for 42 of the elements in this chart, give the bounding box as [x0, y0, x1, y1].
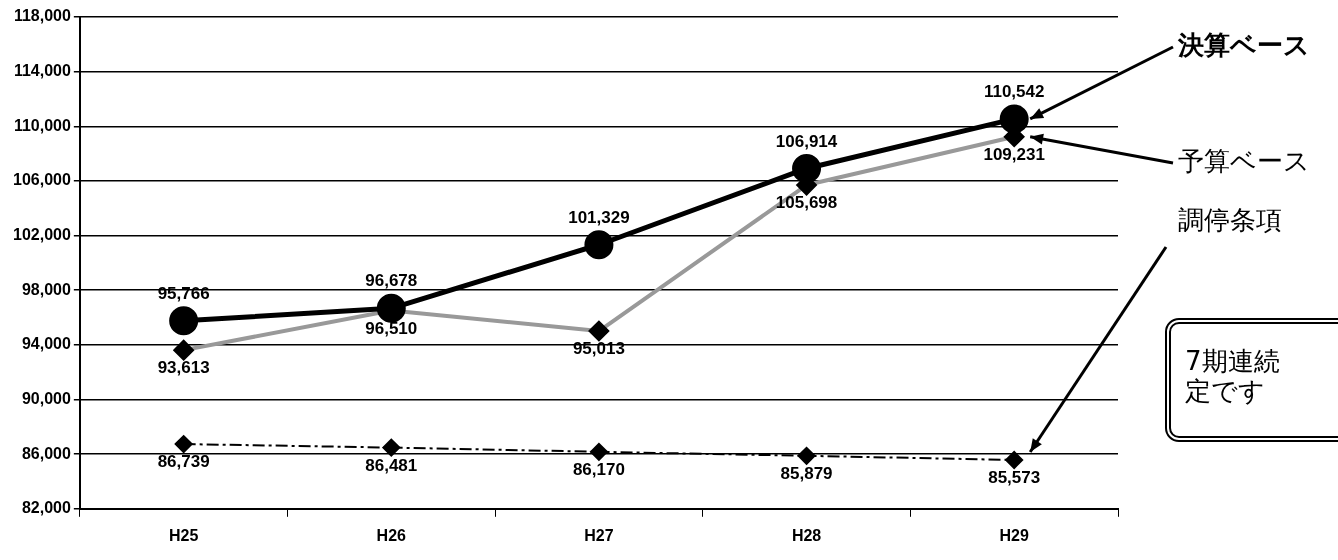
- point: [382, 438, 401, 457]
- point: [792, 153, 822, 183]
- data-label: 106,914: [775, 131, 838, 151]
- x-tick-label: H28: [791, 526, 822, 544]
- text: 予算ベース: [1178, 145, 1310, 176]
- data-label: 86,481: [365, 455, 418, 475]
- text: 調停条項: [1178, 204, 1282, 235]
- x-tick-label: H25: [168, 526, 199, 544]
- note-box: 7期連続 定です: [1165, 318, 1338, 442]
- y-tick-label: 118,000: [13, 7, 71, 25]
- y-tick-label: 106,000: [12, 171, 71, 189]
- y-tick-label: 82,000: [21, 499, 71, 517]
- point: [589, 442, 608, 461]
- data-label: 105,698: [775, 193, 838, 213]
- data-label: 93,613: [157, 358, 210, 378]
- point: [376, 293, 406, 323]
- text: 決算ベース: [1177, 29, 1310, 60]
- y-tick-label: 114,000: [13, 62, 71, 80]
- y-tick-label: 98,000: [21, 280, 71, 298]
- data-label: 96,678: [365, 271, 418, 291]
- data-label: 86,739: [157, 452, 210, 472]
- point: [169, 306, 199, 336]
- data-label: 85,573: [988, 468, 1041, 488]
- y-tick-label: 110,000: [13, 116, 71, 134]
- data-label: 96,510: [365, 318, 418, 338]
- x-tick-label: H26: [376, 526, 407, 544]
- x-tick-label: H29: [999, 526, 1029, 544]
- x-tick-label: H27: [584, 526, 614, 544]
- y-tick-label: 86,000: [21, 444, 71, 462]
- data-label: 101,329: [568, 207, 630, 227]
- y-tick-label: 102,000: [12, 225, 71, 243]
- y-tick-label: 94,000: [21, 335, 71, 353]
- data-label: 110,542: [983, 82, 1045, 102]
- data-label: 85,879: [780, 464, 833, 483]
- point: [584, 230, 614, 260]
- y-tick-label: 90,000: [21, 389, 71, 407]
- point: [174, 435, 193, 454]
- point: [999, 104, 1029, 134]
- data-label: 109,231: [983, 144, 1045, 164]
- data-label: 86,170: [572, 460, 625, 480]
- point: [797, 446, 816, 465]
- point: [1005, 450, 1024, 469]
